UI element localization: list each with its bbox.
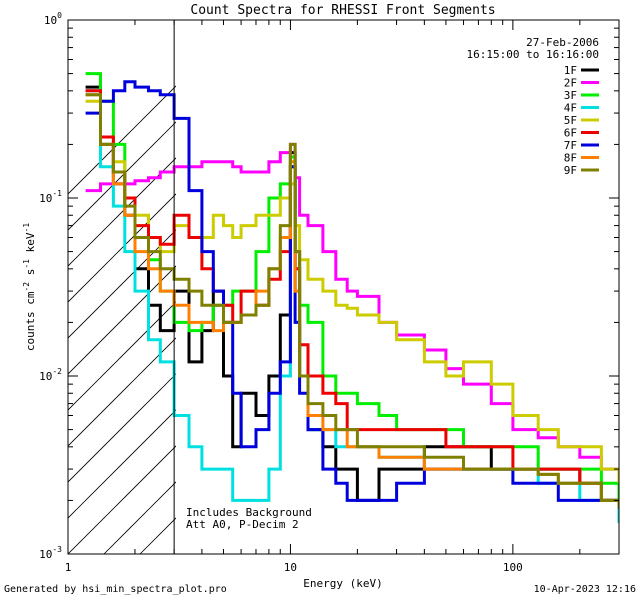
legend: 27-Feb-2006 16:15:00 to 16:16:00 1F2F3F4… — [467, 36, 599, 177]
hatch-line — [68, 193, 176, 303]
chart-title: Count Spectra for RHESSI Front Segments — [190, 3, 495, 18]
hatch-line — [68, 373, 176, 483]
x-tick-label: 100 — [503, 561, 523, 574]
hatch-line — [68, 85, 176, 195]
legend-label-7F: 7F — [564, 139, 577, 152]
series-layer — [85, 72, 619, 523]
y-label-part-3: -1 — [22, 259, 31, 269]
annotation-attenuator: Att A0, P-Decim 2 — [186, 518, 299, 531]
footer-generated: Generated by hsi_min_spectra_plot.pro — [4, 584, 227, 595]
legend-label-2F: 2F — [564, 77, 577, 90]
y-tick-label: 100 — [44, 11, 62, 27]
y-label-part-4: keV — [24, 232, 37, 259]
x-tick-label: 10 — [284, 561, 297, 574]
y-tick-label: 10-1 — [39, 189, 62, 205]
legend-label-3F: 3F — [564, 89, 577, 102]
attenuator-hatch-region — [68, 85, 176, 554]
legend-label-8F: 8F — [564, 152, 577, 165]
hatch-line — [68, 445, 176, 554]
series-line-9F — [85, 93, 619, 509]
hatch-line — [68, 409, 176, 519]
legend-label-6F: 6F — [564, 127, 577, 140]
axes-layer: 1 10 100 100 10-1 10-2 10-3 — [39, 11, 620, 574]
y-label-part-5: -1 — [22, 223, 31, 233]
y-tick-label: 10-2 — [39, 367, 62, 383]
y-label-part-1: -2 — [22, 282, 31, 292]
y-label-part-2: s — [24, 269, 37, 282]
x-axis-label: Energy (keV) — [303, 577, 382, 590]
legend-time-range: 16:15:00 to 16:16:00 — [467, 48, 599, 61]
x-tick-label: 1 — [65, 561, 72, 574]
hatch-line — [68, 265, 176, 375]
annotations: Includes Background Att A0, P-Decim 2 — [186, 506, 312, 531]
y-tick-label: 10-3 — [39, 545, 62, 561]
footer-date: 10-Apr-2023 12:16 — [533, 584, 636, 595]
plot-frame — [67, 19, 620, 555]
hatch-line — [68, 229, 176, 339]
y-label-part-0: counts cm — [24, 291, 37, 351]
legend-label-5F: 5F — [564, 114, 577, 127]
legend-label-1F: 1F — [564, 64, 577, 77]
y-axis-label: counts cm-2 s-1 keV-1 — [22, 223, 37, 351]
annotation-background: Includes Background — [186, 506, 312, 519]
series-line-8F — [85, 93, 619, 502]
legend-date: 27-Feb-2006 — [526, 36, 599, 49]
legend-label-4F: 4F — [564, 102, 577, 115]
legend-label-9F: 9F — [564, 164, 577, 177]
